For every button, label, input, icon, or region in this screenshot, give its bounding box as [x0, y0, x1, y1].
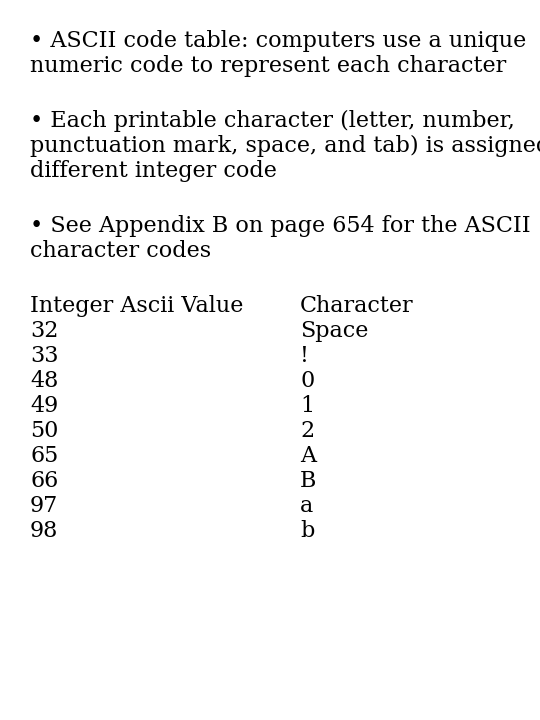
- Text: • See Appendix B on page 654 for the ASCII: • See Appendix B on page 654 for the ASC…: [30, 215, 531, 237]
- Text: punctuation mark, space, and tab) is assigned a: punctuation mark, space, and tab) is ass…: [30, 135, 540, 157]
- Text: !: !: [300, 345, 309, 367]
- Text: numeric code to represent each character: numeric code to represent each character: [30, 55, 507, 77]
- Text: a: a: [300, 495, 313, 517]
- Text: Character: Character: [300, 295, 414, 317]
- Text: B: B: [300, 470, 316, 492]
- Text: Space: Space: [300, 320, 368, 342]
- Text: 98: 98: [30, 520, 58, 542]
- Text: different integer code: different integer code: [30, 160, 277, 182]
- Text: 1: 1: [300, 395, 314, 417]
- Text: • Each printable character (letter, number,: • Each printable character (letter, numb…: [30, 110, 515, 132]
- Text: b: b: [300, 520, 314, 542]
- Text: • ASCII code table: computers use a unique: • ASCII code table: computers use a uniq…: [30, 30, 526, 52]
- Text: 50: 50: [30, 420, 58, 442]
- Text: 97: 97: [30, 495, 58, 517]
- Text: 2: 2: [300, 420, 314, 442]
- Text: Integer Ascii Value: Integer Ascii Value: [30, 295, 244, 317]
- Text: 33: 33: [30, 345, 58, 367]
- Text: A: A: [300, 445, 316, 467]
- Text: 65: 65: [30, 445, 58, 467]
- Text: 32: 32: [30, 320, 58, 342]
- Text: character codes: character codes: [30, 240, 211, 262]
- Text: 66: 66: [30, 470, 58, 492]
- Text: 48: 48: [30, 370, 58, 392]
- Text: 0: 0: [300, 370, 314, 392]
- Text: 49: 49: [30, 395, 58, 417]
